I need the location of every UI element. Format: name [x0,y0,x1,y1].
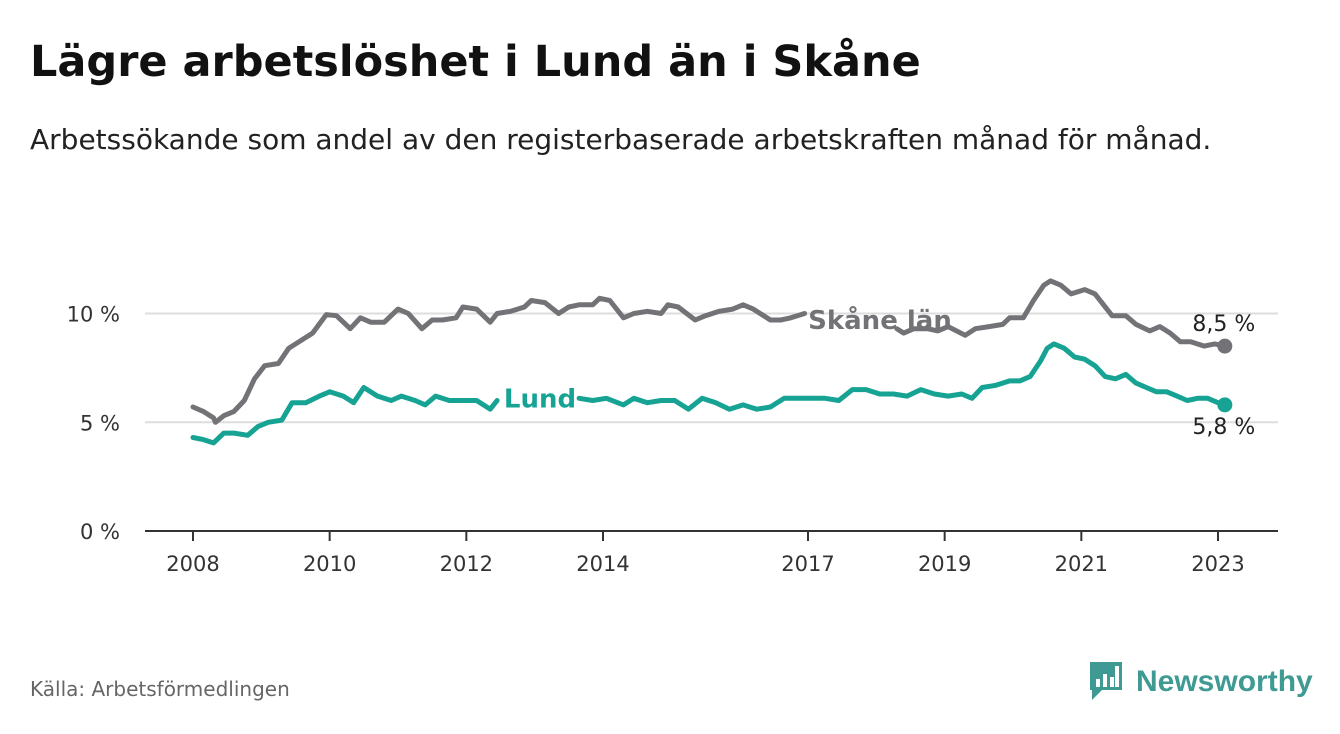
series-label-lund: Lund [504,384,576,414]
y-tick-label: 10 % [67,303,120,327]
x-tick-label: 2010 [303,552,356,576]
source-note: Källa: Arbetsförmedlingen [30,677,290,701]
end-value-label-skane: 8,5 % [1192,312,1255,337]
series-label-skane: Skåne län [808,304,952,336]
x-tick-label: 2021 [1055,552,1108,576]
series-line-lund [190,341,1228,446]
series-line-skane [190,278,1228,425]
end-value-label-lund: 5,8 % [1192,415,1255,440]
x-tick-label: 2023 [1191,552,1244,576]
brand-logo[interactable]: Newsworthy [1088,660,1313,704]
y-tick-label: 5 % [80,411,120,435]
series-labels: 8,5 % Skåne län 5,8 % Lund [504,304,1255,440]
x-tick-label: 2017 [781,552,834,576]
bar-chart-logo-icon [1090,662,1122,700]
y-axis: 0 % 5 % 10 % [67,303,1278,544]
x-tick-label: 2014 [576,552,629,576]
end-point-skane [1217,338,1233,354]
brand-name: Newsworthy [1136,665,1313,698]
chart-subtitle: Arbetssökande som andel av den registerb… [30,123,1212,156]
end-point-lund [1217,397,1233,413]
x-axis: 2008 2010 2012 2014 2017 2019 2021 2023 [166,531,1245,576]
y-tick-label: 0 % [80,520,120,544]
chart-title: Lägre arbetslöshet i Lund än i Skåne [30,37,921,87]
x-tick-label: 2008 [166,552,219,576]
series-lines [190,278,1233,446]
x-tick-label: 2012 [440,552,493,576]
x-tick-label: 2019 [918,552,971,576]
